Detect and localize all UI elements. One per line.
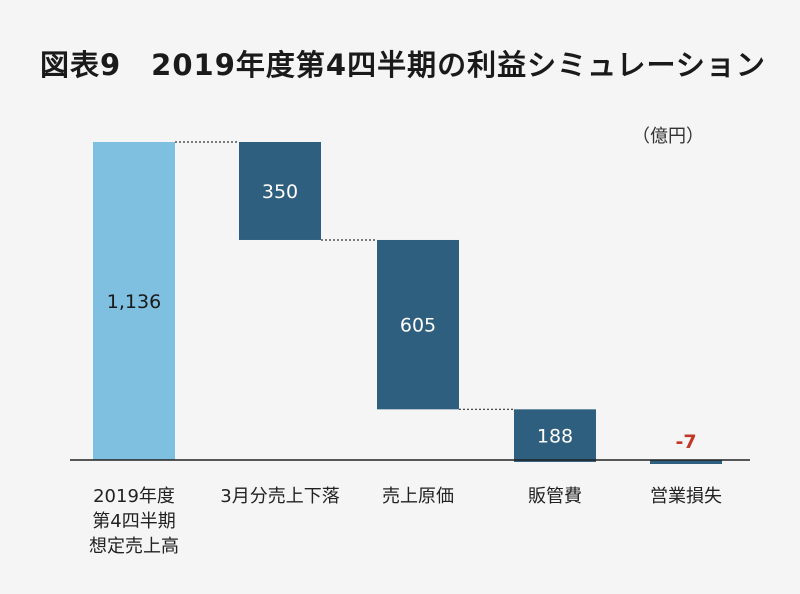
value-label-5: -7 [675, 431, 696, 453]
category-label-2: 3月分売上下落 [220, 486, 339, 507]
value-label-2: 350 [262, 181, 298, 203]
category-label-1-line-1: 2019年度 [93, 486, 175, 507]
value-label-4: 188 [537, 426, 573, 448]
bar-4 [514, 409, 596, 462]
bar-3 [377, 239, 459, 410]
category-label-3: 売上原価 [382, 486, 454, 507]
bar-1 [93, 142, 175, 460]
category-label-5: 営業損失 [650, 486, 722, 507]
value-label-3: 605 [400, 315, 436, 337]
category-label-1-line-2: 第4四半期 [92, 511, 175, 532]
category-label-4: 販管費 [528, 486, 582, 507]
bar-5 [650, 460, 722, 464]
category-label-1-line-3: 想定売上高 [89, 536, 179, 557]
chart-title: 図表9 2019年度第4四半期の利益シミュレーション [40, 48, 766, 82]
value-label-1: 1,136 [107, 291, 161, 313]
unit-label: （億円） [632, 126, 704, 147]
bar-2 [239, 142, 321, 240]
